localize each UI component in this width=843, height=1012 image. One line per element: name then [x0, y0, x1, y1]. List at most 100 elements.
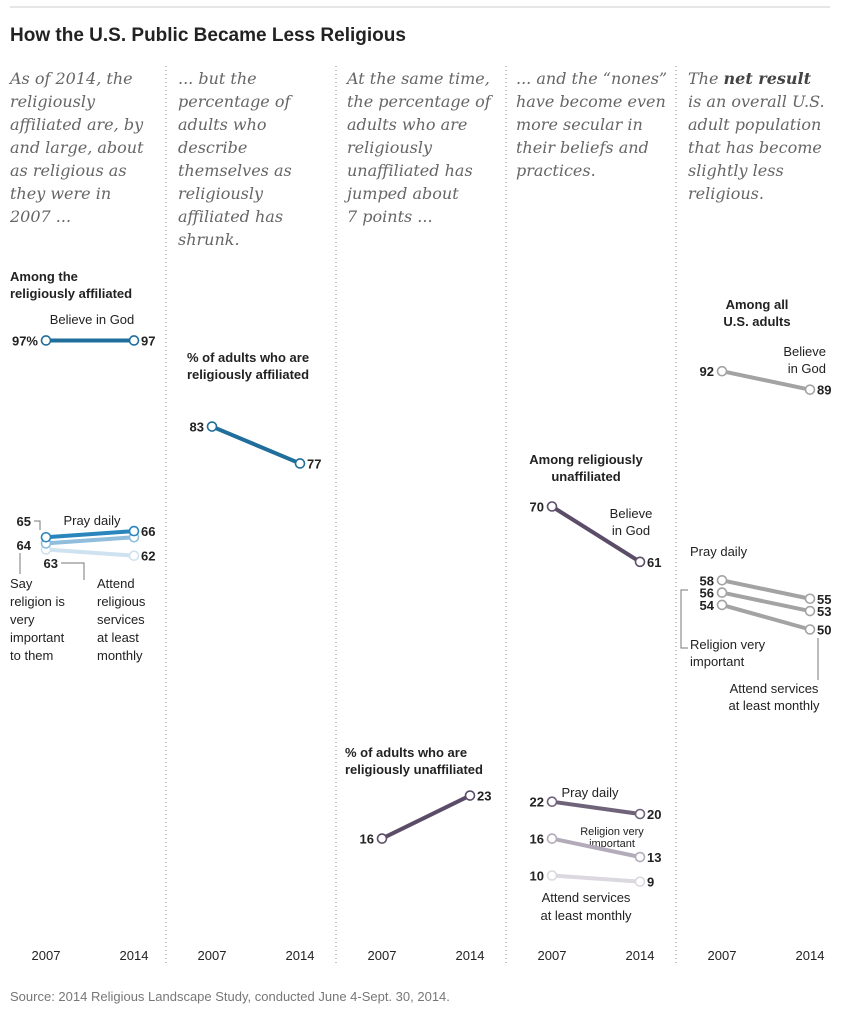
point [294, 458, 306, 469]
value-label: 9 [647, 875, 654, 890]
value-label: 13 [647, 850, 661, 865]
point [804, 384, 816, 395]
x-tick-label: 2014 [456, 948, 485, 963]
x-tick-label: 2007 [368, 948, 397, 963]
point [128, 525, 140, 537]
value-label: 97% [12, 333, 38, 348]
x-tick-label: 2007 [198, 948, 227, 963]
leader-lines [19, 520, 819, 680]
point [40, 531, 52, 543]
value-label: 16 [360, 832, 374, 847]
series-label: Attend services at least monthly [540, 890, 632, 923]
series-label: Pray daily [690, 544, 748, 559]
point [546, 501, 558, 512]
value-label: 62 [141, 549, 155, 564]
slope-line [721, 602, 811, 632]
x-tick-label: 2007 [32, 948, 61, 963]
subtitle: Among religiously unaffiliated [529, 452, 643, 484]
slope-line [551, 799, 641, 816]
slope-line [45, 529, 135, 540]
point [804, 593, 816, 605]
intro: ... but the percentage of adults who descri… [178, 69, 293, 249]
x-tick-label: 2014 [626, 948, 655, 963]
subtitle: % of adults who are religiously unaffilia… [345, 745, 483, 777]
point [716, 599, 728, 611]
point [128, 335, 140, 346]
value-label: 65 [17, 514, 31, 529]
value-label: 56 [700, 586, 714, 601]
series-label: Believe in God [783, 344, 826, 376]
slope-line [45, 535, 135, 546]
series-label: Pray daily [63, 513, 121, 528]
point [40, 335, 52, 346]
slope-line [45, 547, 135, 558]
series-label: Attend religious services at least monthly [97, 576, 146, 663]
value-label: 77 [307, 456, 321, 471]
x-tick-label: 2014 [286, 948, 315, 963]
value-label: 53 [817, 604, 831, 619]
point [804, 624, 816, 635]
value-label: 63 [44, 556, 58, 571]
slope-line [721, 369, 811, 392]
series-label: Believe in God [50, 312, 135, 327]
point [804, 605, 816, 617]
value-label: 10 [530, 869, 544, 884]
value-label: 89 [817, 383, 831, 398]
slope-line [211, 424, 301, 466]
value-label: 23 [477, 789, 491, 804]
intro: As of 2014, the religiously affiliated are… [8, 69, 144, 226]
point [376, 833, 388, 844]
point [546, 796, 558, 808]
value-label: 70 [530, 500, 544, 515]
point [546, 870, 558, 881]
series-label: Pray daily [561, 785, 619, 800]
value-label: 55 [817, 592, 831, 607]
x-tick-label: 2007 [538, 948, 567, 963]
value-label: 16 [530, 832, 544, 847]
series-label: Say religion is very important to them [10, 576, 65, 663]
subtitle: Among all U.S. adults [723, 297, 790, 329]
source: Source: 2014 Religious Landscape Study, … [10, 989, 450, 1004]
slope-line [381, 793, 471, 841]
series-label: Attend services at least monthly [728, 681, 820, 713]
value-label: 22 [530, 795, 544, 810]
point [634, 808, 646, 820]
value-label: 58 [700, 573, 714, 588]
point [634, 876, 646, 887]
series-label: Believe in God [610, 506, 653, 538]
value-label: 66 [141, 524, 155, 539]
subtitle: Among the religiously affiliated [10, 269, 132, 301]
point [716, 587, 728, 598]
value-label: 64 [17, 538, 32, 553]
series-label: Religion very important [690, 637, 766, 669]
point [128, 550, 140, 562]
intro: The net result is an overall U.S. adult po… [688, 69, 825, 203]
x-tick-label: 2007 [708, 948, 737, 963]
slope-line [721, 590, 811, 614]
value-label: 61 [647, 555, 661, 570]
value-label: 54 [700, 598, 715, 613]
point [634, 556, 646, 568]
point [464, 790, 476, 801]
slope-line [721, 578, 811, 601]
subtitle: % of adults who are religiously affiliate… [187, 350, 309, 382]
value-label: 20 [647, 807, 661, 822]
value-label: 97 [141, 333, 155, 348]
intro: ... and the “nones” have become even more … [516, 69, 667, 180]
slope-line [550, 504, 642, 564]
value-label: 50 [817, 623, 831, 638]
point [634, 851, 646, 863]
value-label: 83 [190, 420, 204, 435]
point [206, 421, 218, 432]
slope-line [551, 873, 641, 884]
point [716, 574, 728, 586]
x-tick-label: 2014 [796, 948, 825, 963]
point [546, 833, 558, 844]
title: How the U.S. Public Became Less Religiou… [10, 25, 406, 46]
intro: At the same time, the percentage of adults… [344, 69, 494, 226]
value-label: 92 [700, 364, 714, 379]
x-tick-label: 2014 [120, 948, 149, 963]
point [716, 365, 728, 377]
slope-line [551, 836, 641, 860]
